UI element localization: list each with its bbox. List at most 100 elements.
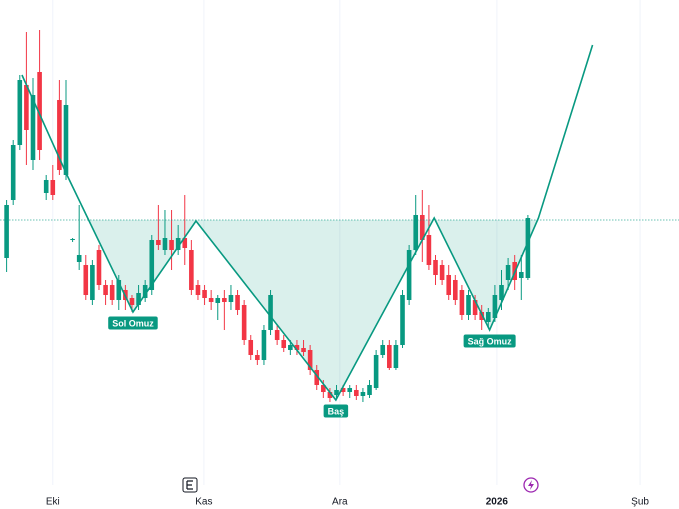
candle-body [367,385,372,395]
candle-body [103,285,108,295]
candle-body [30,95,36,160]
candle-body [334,390,339,395]
candle-body [10,145,16,200]
candle-body [380,345,386,355]
candle-body [50,180,56,195]
x-axis: Eki Kas Ara 2026 Şub [46,497,650,508]
candle-body [393,345,399,368]
candle-body [202,290,207,298]
e-icon-glyph [186,480,193,490]
x-tick-label: 2026 [486,497,509,508]
candle-body [420,215,425,240]
grid [52,0,641,485]
candle-body [96,250,102,285]
x-tick-label: Eki [46,497,60,508]
candle-body [169,240,174,250]
candle-body [321,385,326,392]
candle-body [446,275,452,295]
candle-body [466,295,471,315]
candle-body [182,238,188,248]
candle-body [228,295,234,302]
candle-body [340,388,346,392]
candle-body [499,285,504,300]
candle-body [43,180,49,193]
candle-body [175,238,181,250]
candle-body [525,218,531,278]
candle-body [268,295,273,330]
annotation: Sağ Omuz [468,336,513,346]
candle-body [505,265,511,280]
candle-body [492,295,498,318]
candle-body [248,340,254,355]
candle-body [373,355,379,388]
x-tick-label: Kas [195,497,212,508]
candle-body [136,293,141,305]
candle-body [208,298,214,302]
candle-body [109,285,115,300]
candle-body [17,80,23,145]
candle-body [413,215,419,250]
candle-body [189,250,194,290]
annotation-box [323,404,349,418]
candle-body [70,239,75,240]
candle-body [294,345,300,350]
candle-body [116,280,122,300]
candles [4,30,531,402]
candle-body [347,388,353,392]
lightning-glyph [528,480,534,490]
e-icon[interactable] [182,477,198,493]
annotation: Baş [328,406,345,416]
candle-body [222,298,227,302]
pattern-lines: Sol Omuz Baş Sağ Omuz [0,44,679,418]
candle-body [433,260,438,275]
candle-body [90,265,95,300]
candle-body [400,295,405,345]
pattern-layer [88,218,539,400]
candle-body [288,345,293,350]
x-tick-label: Ara [332,497,348,508]
candle-body [235,295,240,310]
candle-body [479,312,485,320]
candle-body [354,390,359,396]
candle-body [518,272,524,278]
candle-body [485,312,491,322]
candle-body [472,300,478,315]
candle-body [63,105,69,175]
candle-body [453,280,458,300]
candle-body [37,72,42,150]
candle-body [426,235,432,265]
candle-body [360,392,366,396]
candle-body [142,285,148,298]
x-tick-label: Şub [631,497,649,508]
candle-body [83,265,89,295]
candle-body [274,330,280,340]
pattern-line [21,44,594,402]
candle-body [261,330,267,360]
candle-body [156,240,161,245]
candle-body [149,240,155,290]
candle-body [57,100,62,170]
annotation-box [108,316,158,330]
candle-body [387,345,392,368]
candle-body [301,348,306,352]
annotation: Sol Omuz [112,318,154,328]
candle-body [314,370,320,385]
candle-body [281,340,287,348]
candle-body [459,290,465,315]
candle-body [162,238,168,250]
candle-body [241,305,247,340]
candle-body [215,298,221,303]
candle-body [4,205,9,258]
candle-body [76,255,82,262]
candle-body [195,285,201,295]
lightning-icon[interactable] [523,477,539,493]
annotation-box [463,334,516,348]
candle-body [307,350,313,370]
candle-body [406,250,412,300]
candle-body [255,355,260,360]
candle-body [129,298,135,305]
pattern-fill [88,218,539,400]
candle-body [24,85,29,130]
candle-body [439,265,445,280]
